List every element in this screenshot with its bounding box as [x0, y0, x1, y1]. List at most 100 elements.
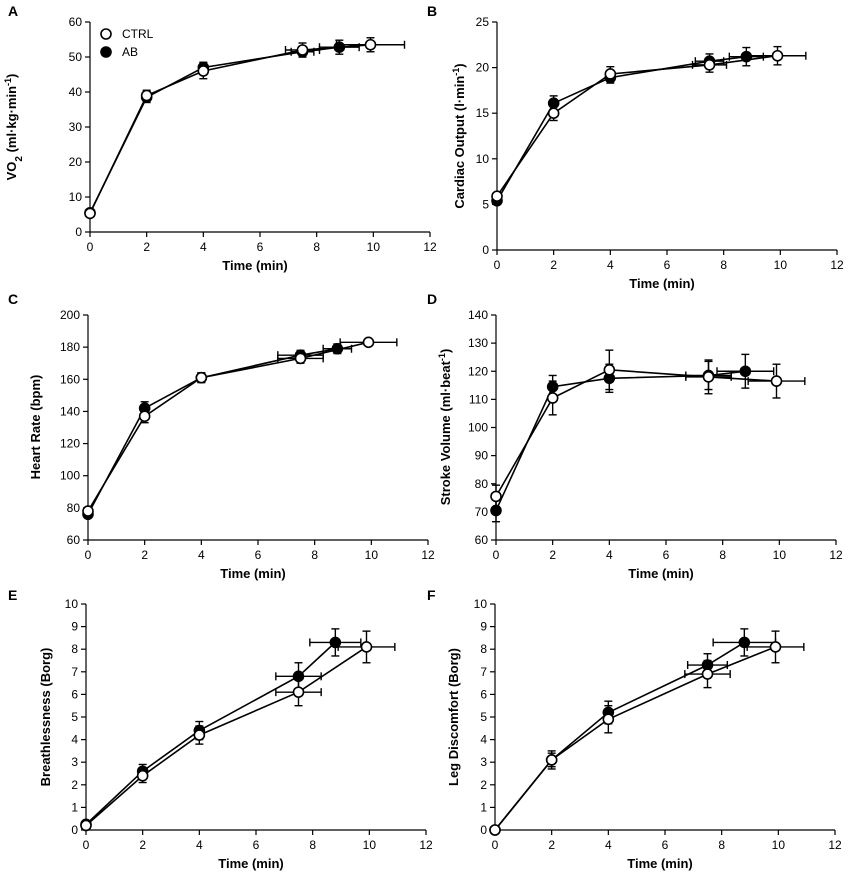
panel-a: A 0 2 4 6 8 10 12 0 10 20 30 40 50 60 Time (min) VO2 (ml… — [3, 3, 437, 273]
series-ctrl — [84, 37, 406, 220]
y-tick-label: 2 — [480, 778, 487, 792]
panel-c: C 0 2 4 6 8 10 12 60 80 100 120 140 160 180 200 Time (mi… — [8, 291, 435, 581]
data-point — [602, 713, 615, 726]
legend-label-ctrl: CTRL — [122, 27, 154, 41]
x-tick-label: 0 — [493, 548, 500, 562]
y-tick-label: 7 — [71, 665, 78, 679]
y-tick-label: 2 — [71, 778, 78, 792]
y-tick-label: 30 — [69, 120, 83, 134]
y-tick-label: 100 — [468, 421, 488, 435]
legend-marker-ctrl — [100, 28, 112, 40]
x-axis-title: Time (min) — [629, 276, 695, 291]
panel-letter: E — [8, 587, 17, 603]
y-tick-label: 140 — [60, 404, 80, 418]
panel-letter: F — [427, 587, 436, 603]
data-point — [769, 641, 782, 653]
y-tick-label: 60 — [475, 533, 489, 547]
y-tick-label: 80 — [475, 477, 489, 491]
x-tick-label: 4 — [607, 258, 614, 272]
series-ctrl — [490, 349, 806, 509]
y-tick-label: 3 — [480, 755, 487, 769]
series-ctrl — [489, 630, 805, 836]
x-axis-title: Time (min) — [222, 258, 288, 273]
y-tick-label: 1 — [480, 800, 487, 814]
x-tick-label: 0 — [83, 838, 90, 852]
data-point — [82, 505, 94, 517]
data-point — [193, 729, 206, 741]
x-tick-label: 2 — [550, 258, 557, 272]
y-tick-label: 70 — [475, 505, 489, 519]
panel-d: D 0 2 4 6 8 10 12 60 70 80 90 100 110 120 130 140 Time (m… — [427, 291, 843, 581]
data-point — [138, 410, 151, 423]
data-point — [296, 44, 309, 56]
y-tick-label: 1 — [71, 800, 78, 814]
x-tick-label: 12 — [423, 240, 437, 254]
x-tick-label: 8 — [718, 838, 725, 852]
series-line — [85, 646, 367, 827]
data-point — [84, 207, 96, 220]
legend-label-ab: AB — [122, 45, 138, 59]
y-tick-label: 5 — [71, 710, 78, 724]
x-axis-title: Time (min) — [218, 856, 284, 871]
series-line — [495, 368, 777, 497]
y-tick-label: 120 — [60, 437, 80, 451]
x-tick-label: 12 — [419, 838, 433, 852]
data-point — [703, 59, 716, 71]
y-axis-title: Stroke Volume (ml·beat-1) — [437, 349, 453, 506]
x-tick-label: 10 — [773, 548, 787, 562]
legend: CTRL AB — [100, 27, 154, 59]
y-tick-label: 20 — [476, 61, 490, 75]
y-tick-label: 180 — [60, 340, 80, 354]
y-tick-label: 200 — [60, 308, 80, 322]
series-line — [89, 46, 340, 214]
x-tick-label: 0 — [87, 240, 94, 254]
x-tick-label: 12 — [829, 548, 843, 562]
x-tick-label: 8 — [311, 548, 318, 562]
series-ctrl — [82, 336, 398, 517]
x-tick-label: 6 — [662, 838, 669, 852]
series-ab — [491, 46, 765, 207]
y-tick-label: 9 — [480, 620, 487, 634]
x-tick-label: 10 — [774, 258, 788, 272]
series-line — [89, 44, 371, 214]
x-tick-label: 0 — [85, 548, 92, 562]
series-ctrl — [491, 45, 807, 202]
data-point — [294, 352, 307, 365]
x-tick-label: 2 — [139, 838, 146, 852]
x-tick-label: 12 — [828, 838, 842, 852]
y-tick-label: 140 — [468, 308, 488, 322]
data-point — [197, 65, 210, 77]
series-line — [87, 341, 369, 512]
panel-letter: B — [427, 3, 437, 19]
data-point — [547, 107, 560, 119]
x-tick-label: 8 — [313, 240, 320, 254]
data-point — [80, 819, 92, 832]
x-tick-label: 4 — [198, 548, 205, 562]
y-tick-label: 10 — [476, 152, 490, 166]
y-tick-label: 60 — [69, 15, 83, 29]
x-tick-label: 8 — [720, 258, 727, 272]
x-tick-label: 4 — [196, 838, 203, 852]
y-tick-label: 0 — [75, 225, 82, 239]
x-tick-label: 2 — [141, 548, 148, 562]
y-axis-title: Cardiac Output (l·min-1) — [451, 63, 467, 208]
data-point — [771, 49, 784, 62]
series-line — [496, 54, 778, 197]
x-tick-label: 10 — [365, 548, 379, 562]
x-tick-label: 6 — [663, 548, 670, 562]
data-point — [362, 336, 375, 349]
y-tick-label: 130 — [468, 336, 488, 350]
data-point — [604, 68, 617, 80]
y-tick-label: 40 — [69, 85, 83, 99]
x-tick-label: 4 — [200, 240, 207, 254]
x-tick-label: 6 — [257, 240, 264, 254]
y-tick-label: 6 — [480, 687, 487, 701]
series-line — [87, 348, 338, 515]
x-tick-label: 2 — [549, 548, 556, 562]
data-point — [545, 754, 558, 766]
series-line — [494, 646, 776, 831]
x-tick-label: 0 — [492, 838, 499, 852]
x-tick-label: 2 — [143, 240, 150, 254]
